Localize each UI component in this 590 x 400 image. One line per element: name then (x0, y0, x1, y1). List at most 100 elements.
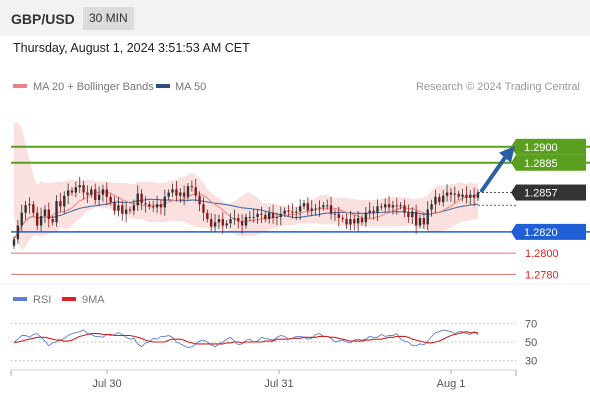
candle-body (217, 219, 221, 223)
candle-body (449, 192, 453, 195)
support-label-box-1-2820 (516, 223, 586, 240)
candle-body (445, 192, 449, 196)
candle-body (453, 193, 456, 195)
candle-body (86, 192, 89, 195)
target-label-1-2800: 1.2800 (525, 248, 559, 260)
rsi-level-label-50: 50 (525, 337, 537, 349)
candle-body (20, 212, 23, 226)
candle-body (233, 218, 236, 220)
candle-body (256, 213, 259, 217)
rsi-level-label-70: 70 (525, 318, 537, 330)
rsi-ma-line (13, 331, 478, 345)
candle-body (322, 205, 325, 208)
resistance-label-box-1-2900 (516, 138, 586, 155)
candle-body (469, 194, 472, 198)
candle-body (171, 189, 174, 193)
last-price-label: 1.2857 (524, 188, 558, 200)
candle-body (121, 205, 124, 214)
candle-body (140, 193, 143, 204)
candle-body (63, 195, 66, 207)
candle-body (70, 190, 74, 193)
candle-body (252, 216, 255, 218)
candle-body (124, 209, 128, 214)
candle-body (117, 205, 120, 211)
candle-body (411, 211, 414, 217)
chart-header: GBP/USD 30 MIN (0, 0, 590, 36)
candle-body (210, 219, 213, 227)
candle-body (132, 205, 136, 211)
candle-body (376, 206, 379, 213)
candle-body (430, 204, 433, 210)
instrument-title: GBP/USD (11, 11, 75, 27)
candle-body (32, 204, 35, 213)
candle-body (360, 218, 364, 223)
candle-body (287, 210, 290, 212)
candle-body (12, 239, 16, 246)
candle-body (179, 192, 182, 196)
candle-body (349, 219, 352, 225)
candle-body (55, 201, 58, 223)
projection-arrow-head (499, 145, 515, 163)
x-tick-label: Aug 1 (437, 378, 466, 390)
candle-body (202, 204, 205, 213)
legend: MA 20 + Bollinger Bands MA 50 Research ©… (13, 81, 580, 93)
ma20-legend-label: MA 20 + Bollinger Bands (33, 81, 154, 93)
ma50-legend-label: MA 50 (175, 81, 206, 93)
resistance-label-1-2885: 1.2885 (524, 158, 558, 170)
candle-body (472, 194, 476, 198)
candle-body (109, 196, 112, 203)
chart-datetime: Thursday, August 1, 2024 3:51:53 AM CET (13, 41, 250, 55)
rsi-ma-legend-swatch (62, 297, 76, 301)
candle-body (213, 222, 217, 227)
candle-body (306, 203, 310, 211)
candle-body (465, 194, 468, 198)
candle-body (345, 219, 348, 225)
candle-body (442, 195, 445, 203)
candle-body (476, 192, 480, 198)
candle-body (78, 185, 81, 188)
candle-body (36, 212, 39, 226)
candle-body (461, 194, 464, 197)
candle-body (438, 196, 441, 203)
candle-body (163, 196, 166, 208)
candle-body (295, 211, 298, 213)
candle-body (326, 205, 329, 207)
candle-body (152, 206, 155, 208)
candle-body (384, 204, 387, 208)
candle-body (175, 189, 178, 196)
candle-body (136, 193, 139, 206)
last-price-box (516, 184, 586, 201)
candle-body (51, 219, 54, 223)
resistance-label-box-1-2885 (516, 154, 586, 171)
candle-body (82, 185, 85, 193)
candle-body (268, 212, 271, 220)
candle-body (186, 186, 190, 197)
last-price-pointer (511, 184, 516, 201)
candle-body (244, 216, 248, 226)
candle-body (66, 190, 70, 196)
candle-body (407, 212, 410, 217)
candle-body (90, 189, 93, 195)
x-tick-label: Jul 30 (92, 378, 121, 390)
candle-body (94, 189, 97, 200)
rsi-ma-legend-label: 9MA (82, 294, 105, 306)
candle-body (283, 210, 286, 214)
candle-body (310, 208, 313, 211)
candle-body (39, 215, 43, 226)
candle-body (74, 187, 78, 193)
candle-body (457, 193, 460, 197)
candle-body (264, 214, 267, 220)
candle-body (28, 204, 31, 206)
rsi-level-label-30: 30 (525, 356, 537, 368)
source-credit: Research © 2024 Trading Central (416, 81, 580, 93)
candle-body (206, 212, 209, 220)
candle-body (395, 205, 398, 207)
ma20-legend-swatch (13, 84, 27, 88)
candle-body (434, 196, 437, 205)
candle-body (403, 205, 406, 213)
support-label-pointer-1-2820 (511, 223, 516, 240)
timeframe-button[interactable]: 30 MIN (83, 7, 134, 30)
rsi-legend: RSI 9MA (13, 294, 105, 306)
